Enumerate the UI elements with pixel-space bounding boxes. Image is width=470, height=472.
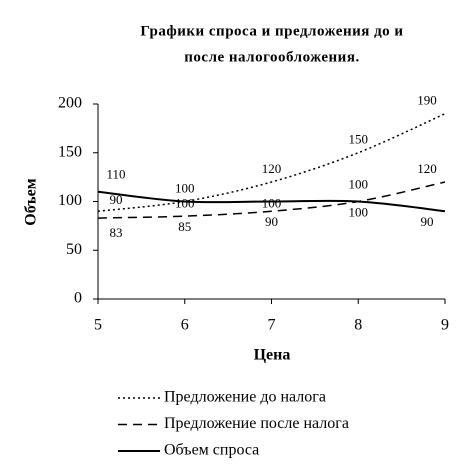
x-tick-label: 9 [441,317,449,334]
data-label: 85 [178,219,191,234]
legend-label: Предложение до налога [164,389,326,406]
data-label: 90 [265,214,278,229]
data-label: 100 [262,195,282,210]
data-label: 90 [421,214,434,229]
y-axis-label: Объем [23,178,40,225]
data-label: 83 [110,225,123,240]
data-label: 120 [417,161,437,176]
x-tick-label: 7 [268,317,276,334]
series-line [97,113,446,212]
chart-title: Графики спроса и предложения до и [140,23,403,39]
data-label: 110 [106,167,125,182]
chart-title: после налогообложения. [184,49,359,65]
y-tick-label: 200 [58,95,82,112]
data-label: 90 [110,192,123,207]
series-line [97,181,446,219]
x-tick-label: 6 [181,317,189,334]
legend-label: Предложение после налога [164,415,349,432]
legend-label: Объем спроса [164,442,259,459]
x-axis-label: Цена [254,347,291,364]
x-tick-label: 8 [354,317,362,334]
y-tick-label: 50 [66,241,82,258]
y-tick-label: 0 [74,290,82,307]
data-label: 120 [262,161,282,176]
series-line [97,190,446,213]
data-label: 190 [417,93,437,108]
data-label: 100 [175,195,195,210]
data-label: 150 [349,132,369,147]
x-tick-label: 5 [94,317,102,334]
y-tick-label: 150 [58,143,82,160]
y-tick-label: 100 [58,192,82,209]
data-label: 100 [175,180,195,195]
data-label: 100 [349,204,369,219]
data-label: 100 [349,176,369,191]
